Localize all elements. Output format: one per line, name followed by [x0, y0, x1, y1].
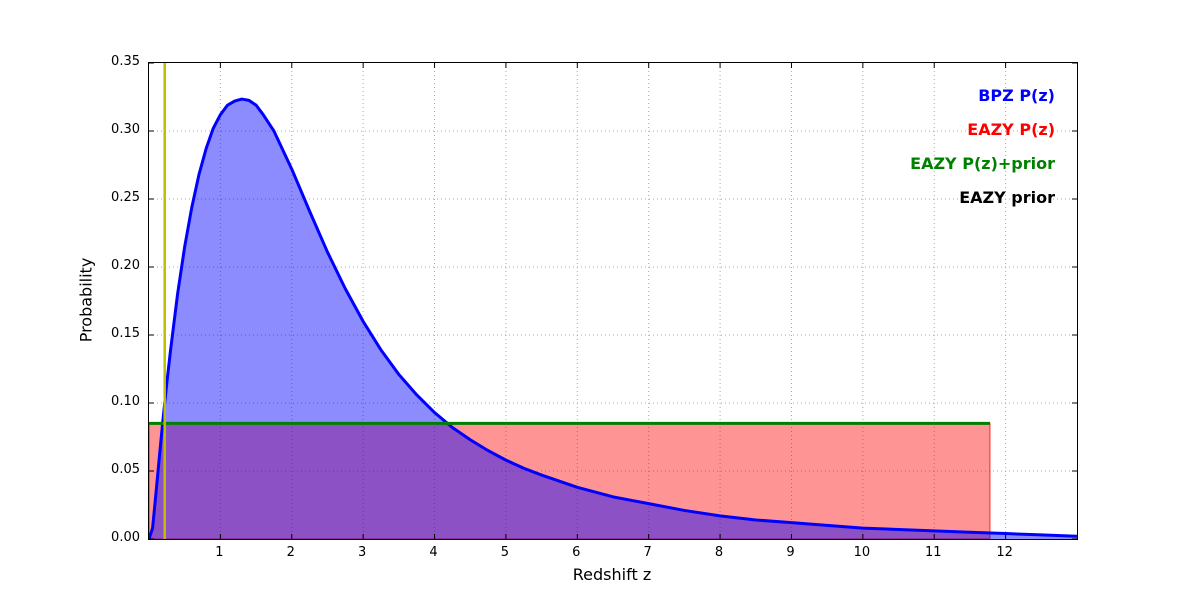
series-fill-bpz-p-z [149, 99, 1077, 539]
series-line-bpz-p-z [149, 97, 1077, 539]
x-tick-label: 6 [572, 545, 581, 560]
chart-canvas [149, 63, 1077, 539]
y-tick-label: 0.00 [111, 530, 140, 545]
y-tick-label: 0.05 [111, 462, 140, 477]
y-axis-label: Probability [76, 257, 96, 343]
y-tick-label: 0.25 [111, 190, 140, 205]
legend-item-eazy-p-z: EAZY P(z) [967, 120, 1055, 139]
x-tick-label: 5 [500, 545, 510, 560]
x-tick-label: 11 [924, 545, 942, 560]
x-tick-label: 2 [286, 545, 295, 560]
series-eazy-p-z [149, 422, 991, 539]
y-tick-label: 0.15 [111, 326, 140, 341]
x-tick-label: 1 [215, 545, 224, 560]
legend: BPZ P(z) EAZY P(z) EAZY P(z)+prior EAZY pri… [910, 79, 1055, 215]
legend-item-eazy-p-z-prior: EAZY P(z)+prior [910, 154, 1055, 173]
legend-item-bpz-p-z: BPZ P(z) [978, 86, 1055, 105]
plot-area: BPZ P(z) EAZY P(z) EAZY P(z)+prior EAZY pri… [148, 62, 1078, 540]
x-tick-label: 12 [996, 545, 1013, 560]
x-axis-label: Redshift z [572, 565, 652, 584]
y-tick-label: 0.20 [111, 258, 140, 273]
y-tick-label: 0.30 [111, 122, 140, 137]
legend-item-eazy-prior: EAZY prior [959, 188, 1055, 207]
x-tick-label: 3 [358, 545, 367, 560]
x-tick-label: 10 [853, 545, 871, 560]
y-tick-label: 0.35 [111, 54, 140, 69]
x-tick-label: 9 [786, 545, 795, 560]
x-tick-label: 7 [643, 545, 652, 560]
x-tick-label: 8 [714, 545, 724, 560]
y-tick-label: 0.10 [111, 394, 140, 409]
x-tick-label: 4 [429, 545, 438, 560]
